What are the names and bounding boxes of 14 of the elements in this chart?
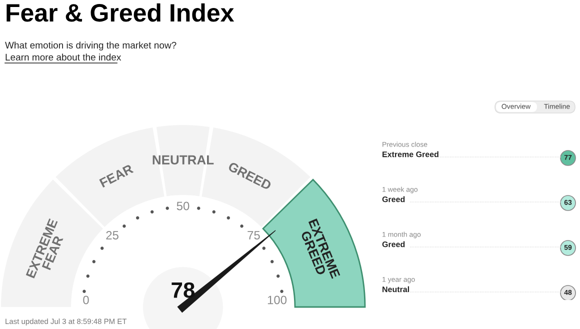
text: Extreme Greed	[382, 151, 438, 158]
text: 25	[106, 231, 118, 240]
text: 75	[248, 231, 260, 240]
text: 0	[83, 296, 89, 304]
text: Greed	[382, 241, 405, 248]
text: 100	[268, 296, 287, 304]
text: 50	[176, 202, 190, 210]
slice-label: NEUTRAL	[152, 155, 214, 164]
text: Neutral	[382, 286, 409, 292]
text: 78	[172, 282, 195, 298]
text: Learn more about the index	[6, 54, 122, 61]
text: Greed	[382, 196, 405, 202]
chart-title: Fear & Greed Index	[6, 3, 234, 22]
chart-subtitle: What emotion is driving the market now?	[5, 42, 176, 50]
